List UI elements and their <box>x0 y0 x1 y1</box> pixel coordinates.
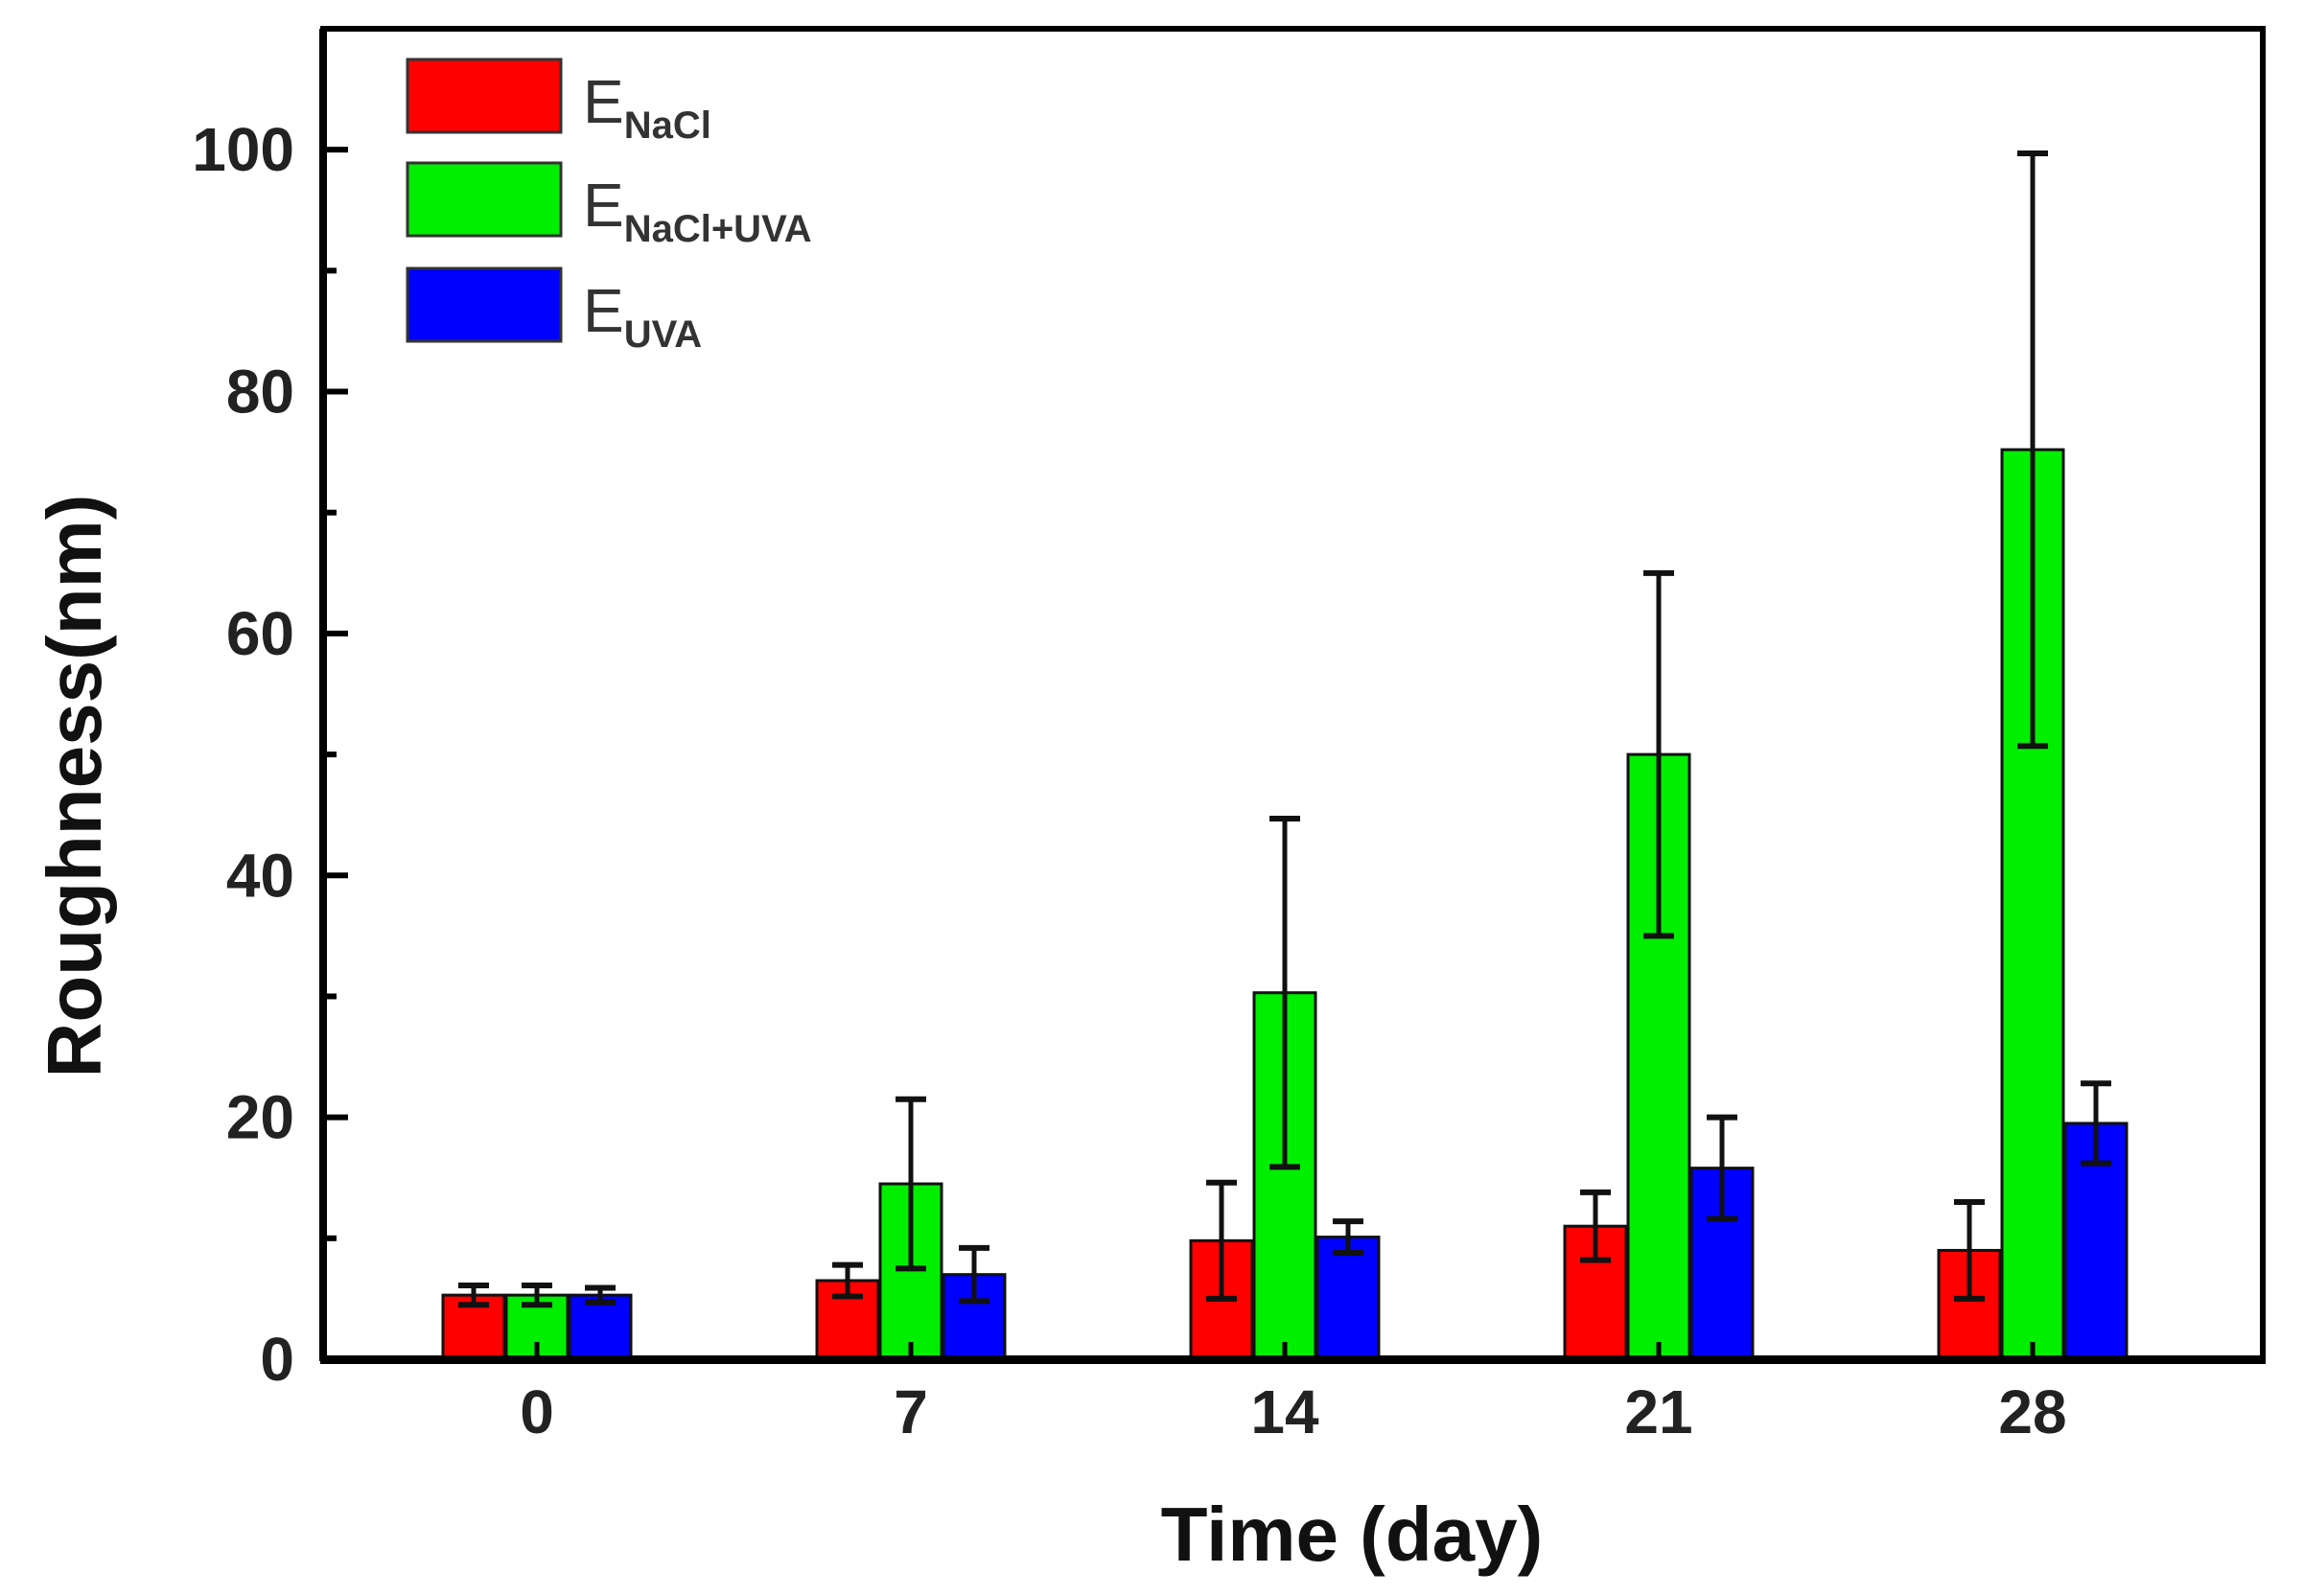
error-bar-s1-c3 <box>1643 569 1674 939</box>
x-tick-label: 0 <box>520 1377 554 1446</box>
x-tick-label: 7 <box>894 1377 928 1446</box>
legend-item-nacl-uva: ENaCl+UVA <box>406 161 812 250</box>
y-axis-title: Roughness(nm) <box>32 495 117 1078</box>
y-ticks-layer: 0 20 40 60 80 100 <box>192 26 348 1394</box>
y-tick-label: 80 <box>226 358 294 427</box>
legend-swatch-uva <box>406 266 563 343</box>
y-tick-label: 20 <box>226 1083 294 1152</box>
error-bar-s0-c4 <box>1954 1198 1985 1302</box>
y-tick-label: 100 <box>192 115 294 184</box>
error-bars-layer <box>458 150 2111 1308</box>
error-bar-s2-c3 <box>1707 1114 1737 1222</box>
y-tick-label: 60 <box>226 599 294 668</box>
legend: ENaCl ENaCl+UVA EUVA <box>406 58 812 356</box>
bar-s2-c0 <box>568 1293 633 1361</box>
error-bar-s1-c0 <box>522 1283 552 1308</box>
bar-s0-c3 <box>1563 1224 1628 1361</box>
x-ticks-layer: 0 7 14 21 28 <box>520 1342 2067 1446</box>
legend-label-nacl: ENaCl <box>583 67 711 147</box>
legend-swatch-nacl-uva <box>406 161 563 238</box>
error-bar-s0-c3 <box>1580 1189 1611 1263</box>
x-tick-label: 14 <box>1250 1377 1319 1446</box>
error-bar-s2-c0 <box>585 1284 616 1306</box>
error-bar-s2-c1 <box>959 1244 989 1305</box>
x-tick-label: 28 <box>1998 1377 2066 1446</box>
error-bar-s2-c4 <box>2081 1080 2111 1167</box>
error-bar-s0-c2 <box>1206 1179 1237 1302</box>
legend-swatch-nacl <box>406 58 563 134</box>
error-bar-s1-c1 <box>896 1096 926 1272</box>
legend-item-nacl: ENaCl <box>406 58 711 147</box>
y-tick-label: 40 <box>226 841 294 910</box>
x-tick-label: 21 <box>1624 1377 1692 1446</box>
legend-label-uva: EUVA <box>583 276 702 356</box>
x-axis-title: Time (day) <box>1161 1492 1544 1577</box>
error-bar-s1-c4 <box>2017 150 2048 750</box>
error-bar-s1-c2 <box>1269 815 1300 1170</box>
error-bar-s0-c0 <box>458 1283 489 1308</box>
legend-label-nacl-uva: ENaCl+UVA <box>583 171 812 250</box>
legend-item-uva: EUVA <box>406 266 702 356</box>
error-bar-s2-c2 <box>1333 1218 1363 1256</box>
error-bar-s0-c1 <box>832 1261 863 1300</box>
y-tick-label: 0 <box>260 1325 294 1394</box>
